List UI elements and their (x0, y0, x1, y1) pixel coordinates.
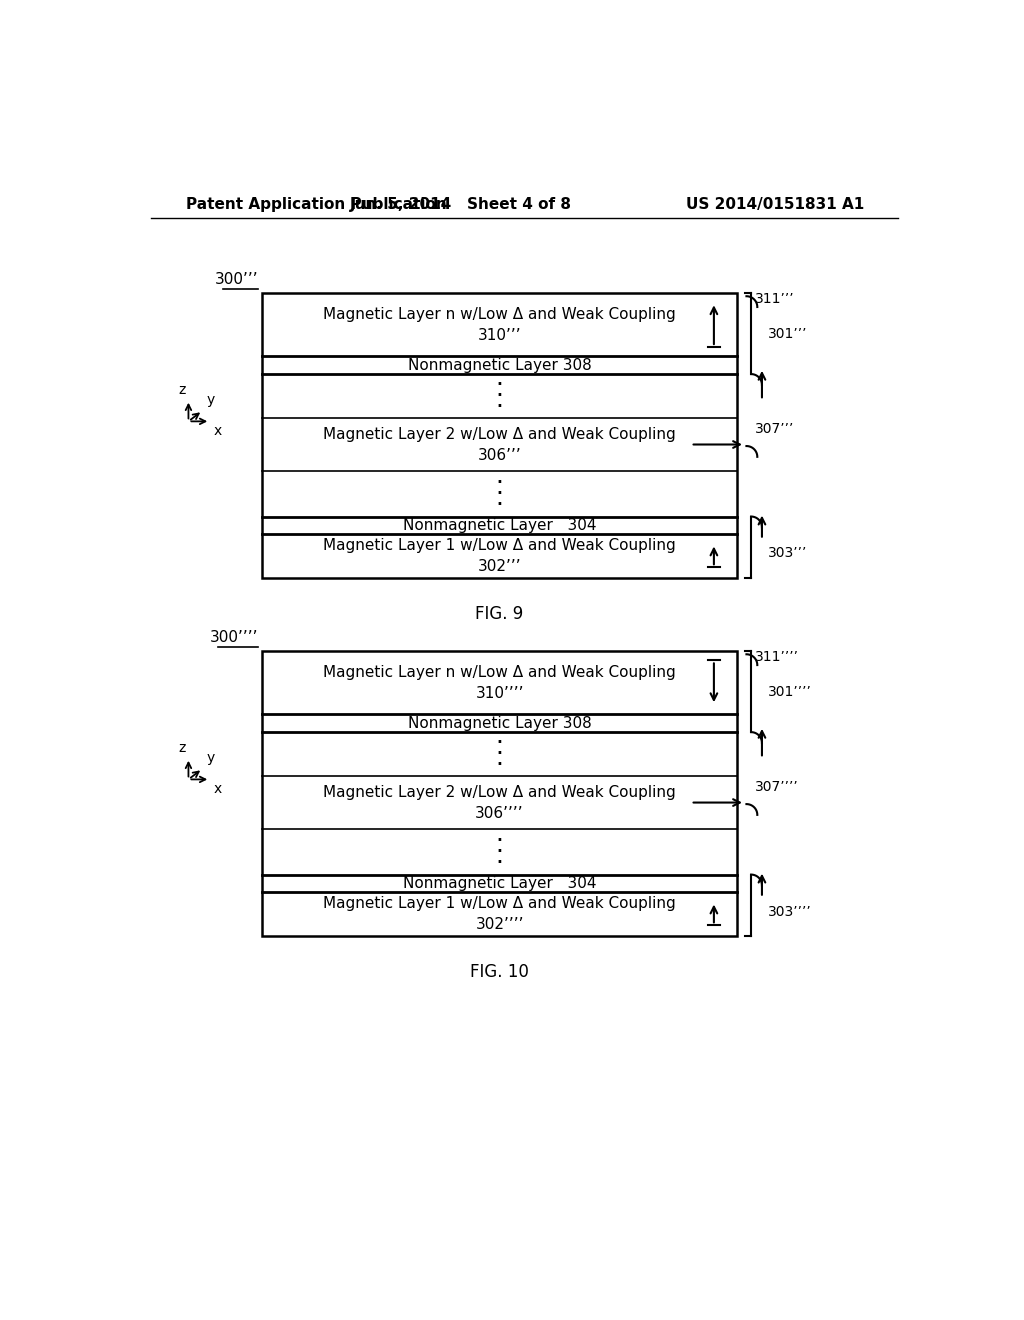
Text: Magnetic Layer n w/Low Δ and Weak Coupling
310’’’’: Magnetic Layer n w/Low Δ and Weak Coupli… (324, 665, 676, 701)
Text: ·: · (496, 752, 504, 777)
Text: Nonmagnetic Layer 308: Nonmagnetic Layer 308 (408, 715, 592, 731)
Text: Magnetic Layer 1 w/Low Δ and Weak Coupling
302’’’: Magnetic Layer 1 w/Low Δ and Weak Coupli… (324, 539, 676, 574)
Text: z: z (178, 383, 186, 397)
Text: x: x (213, 425, 221, 438)
Text: z: z (178, 741, 186, 755)
Text: Nonmagnetic Layer   304: Nonmagnetic Layer 304 (402, 517, 596, 533)
Text: 300’’’: 300’’’ (215, 272, 258, 286)
Text: ·: · (496, 851, 504, 875)
Text: 300’’’’: 300’’’’ (210, 630, 258, 645)
Text: ·: · (496, 482, 504, 506)
Text: Patent Application Publication: Patent Application Publication (186, 197, 446, 213)
Text: x: x (213, 783, 221, 796)
Text: 301’’’’: 301’’’’ (768, 685, 812, 698)
Bar (262, 293, 737, 578)
Text: 307’’’’: 307’’’’ (755, 780, 799, 795)
Text: Magnetic Layer 1 w/Low Δ and Weak Coupling
302’’’’: Magnetic Layer 1 w/Low Δ and Weak Coupli… (324, 896, 676, 932)
Text: Magnetic Layer n w/Low Δ and Weak Coupling
310’’’: Magnetic Layer n w/Low Δ and Weak Coupli… (324, 306, 676, 343)
Text: 301’’’: 301’’’ (768, 326, 808, 341)
Text: ·: · (496, 395, 504, 418)
Text: 303’’’: 303’’’ (768, 546, 808, 561)
Text: US 2014/0151831 A1: US 2014/0151831 A1 (686, 197, 864, 213)
Text: ·: · (496, 840, 504, 863)
Text: ·: · (496, 742, 504, 766)
Text: Jun. 5, 2014   Sheet 4 of 8: Jun. 5, 2014 Sheet 4 of 8 (350, 197, 572, 213)
Text: 311’’’’: 311’’’’ (755, 651, 799, 664)
Text: FIG. 9: FIG. 9 (475, 605, 523, 623)
Text: y: y (207, 393, 215, 407)
Text: ·: · (496, 829, 504, 853)
Text: ·: · (496, 374, 504, 397)
Text: ·: · (496, 731, 504, 755)
Text: ·: · (496, 494, 504, 517)
Text: Magnetic Layer 2 w/Low Δ and Weak Coupling
306’’’: Magnetic Layer 2 w/Low Δ and Weak Coupli… (324, 426, 676, 462)
Text: ·: · (496, 470, 504, 495)
Text: Nonmagnetic Layer 308: Nonmagnetic Layer 308 (408, 358, 592, 372)
Text: 307’’’: 307’’’ (755, 422, 795, 437)
Bar (262, 651, 737, 936)
Text: ·: · (496, 384, 504, 408)
Text: 303’’’’: 303’’’’ (768, 904, 812, 919)
Text: 311’’’: 311’’’ (755, 292, 795, 306)
Text: FIG. 10: FIG. 10 (470, 964, 529, 981)
Text: Nonmagnetic Layer   304: Nonmagnetic Layer 304 (402, 876, 596, 891)
Text: y: y (207, 751, 215, 764)
Text: Magnetic Layer 2 w/Low Δ and Weak Coupling
306’’’’: Magnetic Layer 2 w/Low Δ and Weak Coupli… (324, 784, 676, 821)
